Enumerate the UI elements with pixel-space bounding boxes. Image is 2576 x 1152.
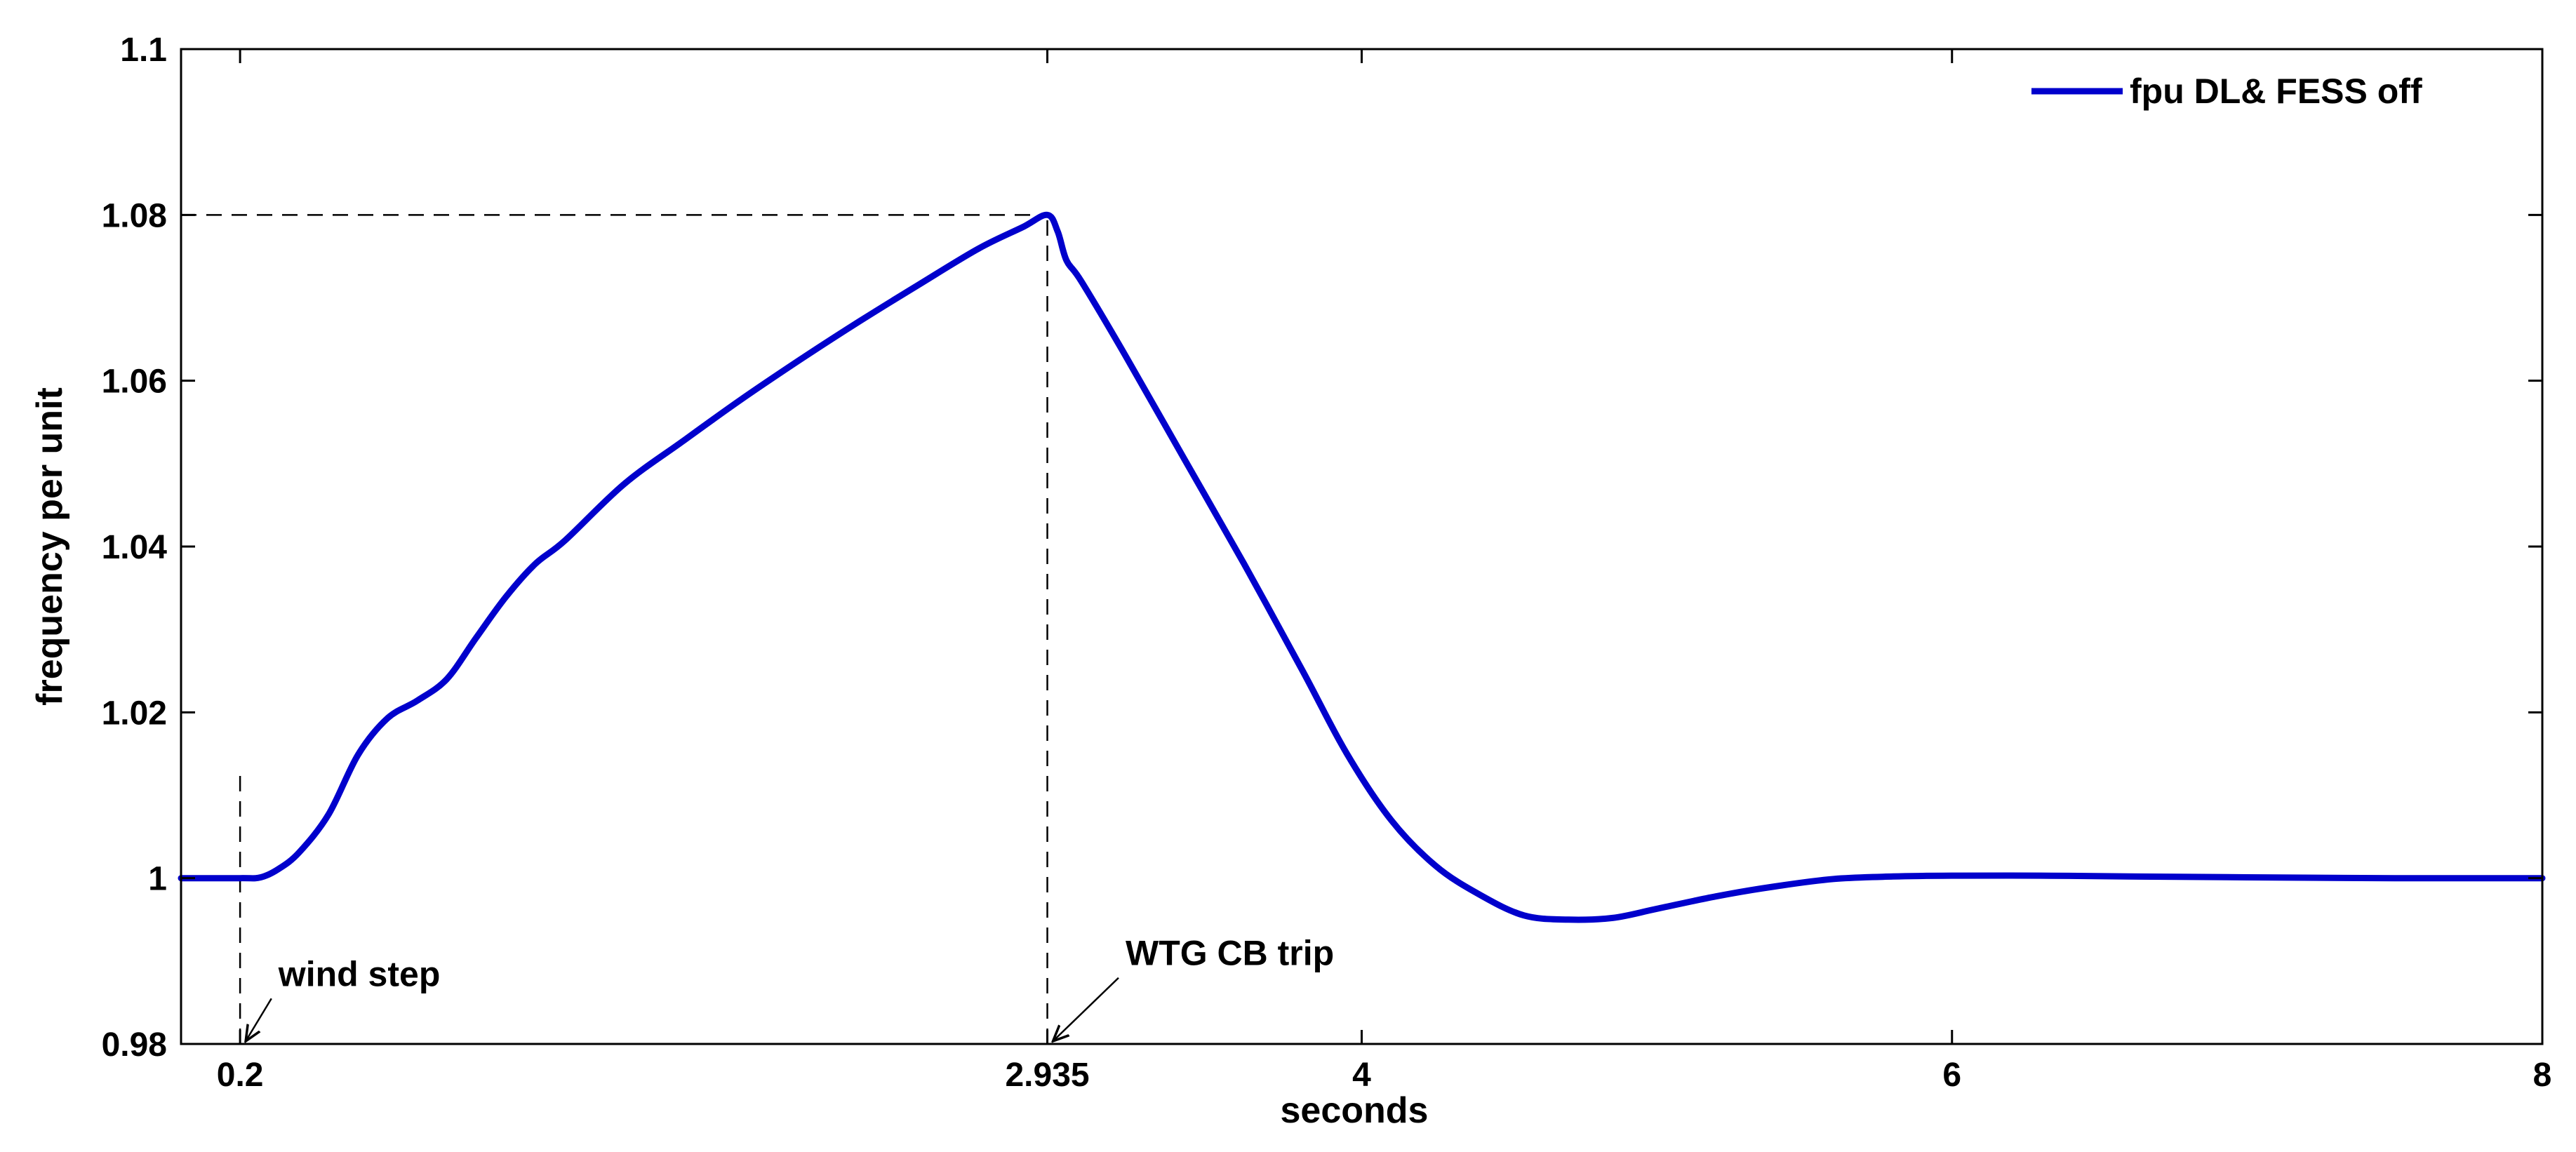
y-tick-label: 1.08 (102, 197, 167, 234)
x-axis-title: seconds (1281, 1090, 1429, 1131)
x-tick-label: 8 (2533, 1057, 2552, 1094)
annotation-arrow (246, 998, 272, 1041)
annotation-arrow (1053, 977, 1119, 1041)
y-tick-label: 1.04 (102, 529, 168, 566)
y-axis: 0.98 1 1.02 1.04 1.06 1.08 1.1 (102, 32, 2542, 1064)
annotation-label: WTG CB trip (1126, 934, 1334, 973)
annotation-label: wind step (278, 954, 441, 993)
series-line-0 (178, 211, 2546, 923)
x-tick-label: 6 (1942, 1057, 1961, 1094)
x-tick-label: 2.935 (1005, 1057, 1089, 1094)
x-axis: 0.2 2.935 4 6 8 (217, 49, 2552, 1094)
legend-entry-label: fpu DL& FESS off (2130, 72, 2422, 111)
plot-area (181, 49, 2542, 1044)
x-tick-label: 4 (1352, 1057, 1371, 1094)
y-tick-label: 1 (148, 861, 167, 898)
series-group (178, 211, 2546, 923)
y-tick-label: 1.02 (102, 695, 167, 732)
legend: fpu DL& FESS off (2014, 63, 2530, 119)
annotations: wind step WTG CB trip (246, 934, 1334, 1041)
y-tick-label: 0.98 (102, 1026, 167, 1064)
y-axis-title: frequency per unit (29, 387, 70, 706)
y-tick-label: 1.06 (102, 363, 167, 401)
y-tick-label: 1.1 (120, 32, 167, 69)
reference-lines (181, 214, 1048, 1044)
x-tick-label: 0.2 (217, 1057, 264, 1094)
